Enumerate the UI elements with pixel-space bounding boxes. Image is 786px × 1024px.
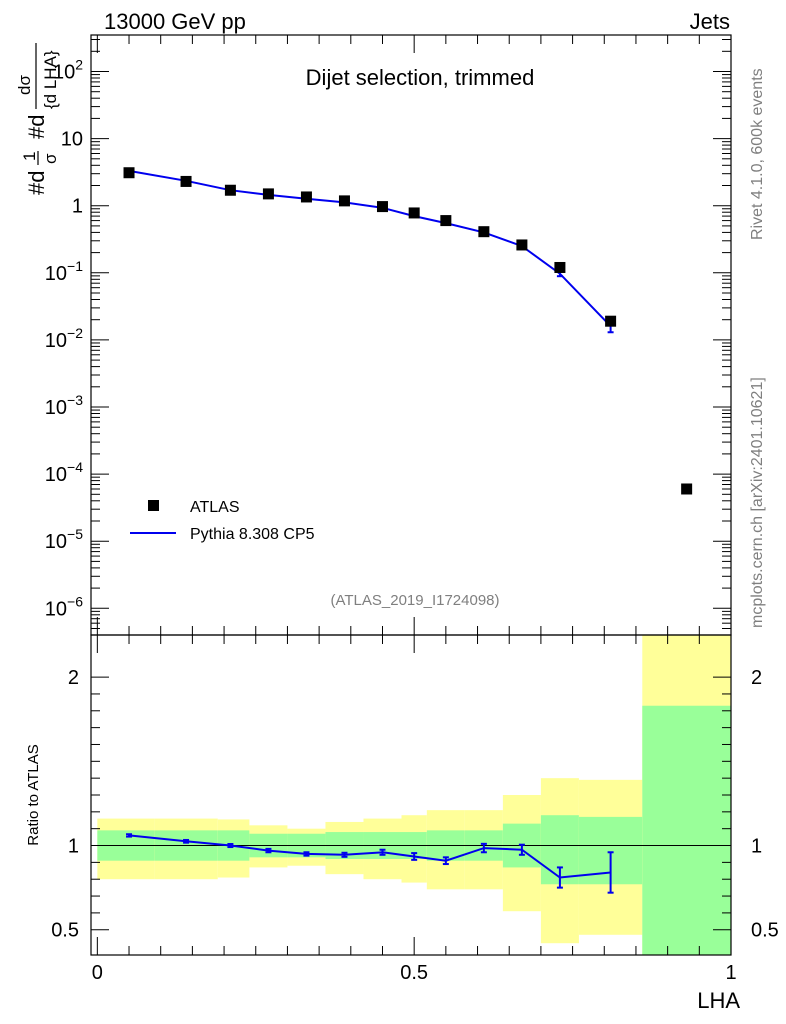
main-ytick-label-1: 10−5 [45,526,83,553]
data-point [478,226,490,238]
ratio-xtick-label-0: 0 [92,962,103,984]
ratio-ytick-label-right-0: 0.5 [751,920,779,942]
x-axis-label: LHA [697,988,740,1013]
ratio-ytick-label-left-1: 1 [68,836,79,858]
legend: ATLAS Pythia 8.308 CP5 [130,499,315,543]
ratio-ytick-label-right-1: 1 [751,836,762,858]
ratio-uncertainty-bands [97,635,731,955]
header-left-label: 13000 GeV pp [104,9,246,34]
legend-marker-atlas [148,500,159,511]
data-point [180,175,192,187]
ylabel-prefix: #d [24,171,49,195]
ratio-y-axis-label: Ratio to ATLAS [25,744,42,845]
data-point [300,191,312,203]
ratio-xtick-label-2: 1 [725,962,736,984]
main-axis-ticks: 10−6 10−5 10−4 10−3 10−2 10−1 1 10 102 [45,35,732,636]
ratio-ytick-label-left-2: 2 [68,667,79,689]
legend-label-atlas: ATLAS [190,499,240,516]
data-point [376,201,388,213]
legend-label-pythia: Pythia 8.308 CP5 [190,526,315,543]
main-ytick-label-8: 102 [53,57,83,84]
ylabel-frac-den: σ [41,153,60,164]
main-ytick-label-2: 10−4 [45,459,83,486]
main-plot-frame [90,34,732,636]
ratio-xtick-label-1: 0.5 [400,962,428,984]
ratio-ytick-label-right-2: 2 [751,667,762,689]
data-point [338,195,350,207]
ylabel-top: dσ [15,75,34,95]
main-y-axis-label: #d 1 σ #d dσ {d LHA} [15,43,60,195]
main-plot-content [123,167,693,495]
main-ytick-label-7: 10 [61,129,83,151]
ylabel-mid: #d [24,115,49,139]
main-ytick-label-0: 10−6 [45,593,83,620]
header-right-label: Jets [690,9,730,34]
main-ytick-label-6: 1 [72,196,83,218]
data-point [440,215,452,227]
ratio-ytick-label-left-0: 0.5 [51,920,79,942]
data-point [516,239,528,251]
rivet-version-label: Rivet 4.1.0, 600k events [749,68,766,240]
data-point [123,167,135,179]
data-point [262,188,274,200]
data-point [681,483,693,495]
data-point [554,261,566,273]
mc-line [128,169,612,327]
main-ytick-label-4: 10−2 [45,325,83,352]
data-point [408,207,420,219]
analysis-label: (ATLAS_2019_I1724098) [330,592,499,609]
data-point [605,315,617,327]
ratio-plot-content [91,833,731,894]
ylabel-frac-num: 1 [20,152,39,161]
band-inner-13 [642,705,731,955]
main-ytick-label-3: 10−3 [45,392,83,419]
ylabel-bottom: {d LHA} [41,50,60,109]
plot-title: Dijet selection, trimmed [306,65,535,90]
main-ytick-label-5: 10−1 [45,258,83,285]
data-point [224,184,236,196]
mcplots-label: mcplots.cern.ch [arXiv:2401.10621] [749,377,766,628]
